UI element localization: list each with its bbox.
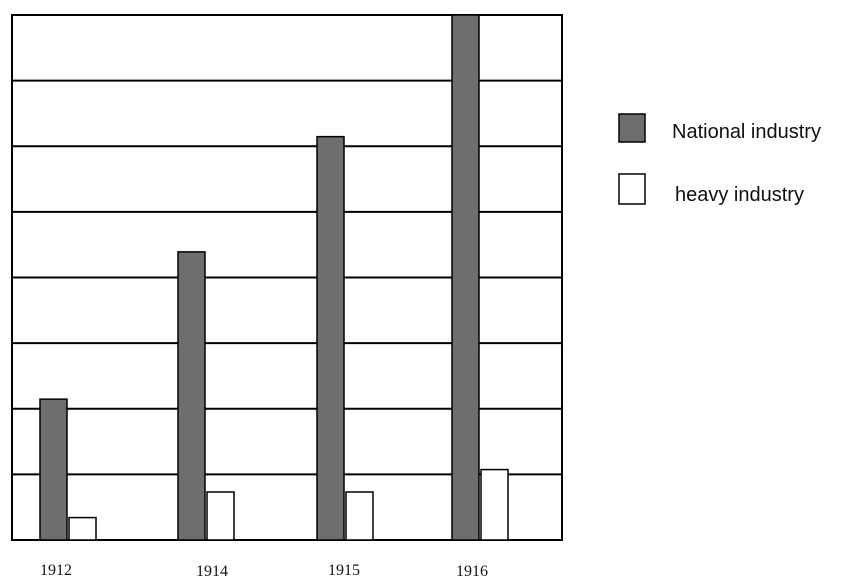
legend-swatch-heavy-industry xyxy=(618,173,646,205)
legend: National industry heavy industry xyxy=(618,113,821,206)
bar-heavy-industry-1916 xyxy=(480,468,509,541)
bar-national-industry-1916 xyxy=(451,14,480,541)
bar-national-industry-1912 xyxy=(39,398,68,541)
legend-label-national-industry: National industry xyxy=(672,121,821,143)
x-tick-labels: 1912 1914 1915 1916 xyxy=(40,562,488,579)
bar-national-industry-1914 xyxy=(177,251,206,541)
plot-frame xyxy=(11,14,563,541)
bars xyxy=(39,14,509,541)
x-tick-label: 1912 xyxy=(40,562,72,579)
x-tick-label: 1915 xyxy=(328,562,360,579)
legend-swatch-national-industry xyxy=(618,113,646,143)
x-tick-label: 1914 xyxy=(196,563,228,579)
bar-heavy-industry-1915 xyxy=(345,491,374,541)
bar-heavy-industry-1914 xyxy=(206,491,235,541)
bar-national-industry-1915 xyxy=(316,135,345,541)
bar-heavy-industry-1912 xyxy=(68,516,97,541)
x-tick-label: 1916 xyxy=(456,563,488,579)
legend-label-heavy-industry: heavy industry xyxy=(675,184,804,206)
grid xyxy=(12,79,562,476)
